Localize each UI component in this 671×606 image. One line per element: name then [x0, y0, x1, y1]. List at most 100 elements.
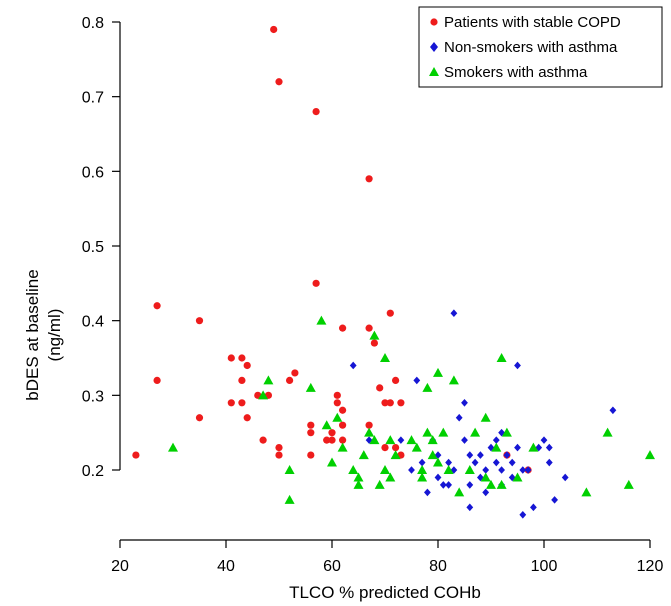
data-point-triangle — [332, 412, 343, 422]
data-point-diamond — [439, 481, 447, 489]
data-point-circle — [238, 399, 246, 407]
data-point-triangle — [602, 427, 613, 437]
data-point-triangle — [353, 479, 364, 489]
data-point-circle — [339, 436, 347, 444]
data-point-triangle — [353, 472, 364, 482]
data-point-circle — [333, 399, 341, 407]
data-point-circle — [275, 78, 283, 86]
data-point-triangle — [327, 457, 337, 467]
data-point-diamond — [551, 496, 558, 504]
data-point-triangle — [422, 382, 433, 392]
data-point-circle — [365, 175, 373, 183]
data-point-circle — [275, 451, 283, 459]
data-point-triangle — [528, 442, 539, 452]
data-point-triangle — [491, 442, 502, 452]
data-point-diamond — [514, 443, 521, 452]
data-point-triangle — [385, 435, 396, 445]
data-point-triangle — [433, 367, 443, 377]
data-point-circle — [328, 436, 336, 444]
data-point-triangle — [427, 450, 438, 460]
data-point-diamond — [519, 466, 527, 474]
data-point-diamond — [397, 436, 405, 444]
data-point-triangle — [369, 330, 380, 340]
y-tick-label: 0.5 — [82, 239, 104, 256]
data-point-diamond — [434, 473, 442, 482]
data-point-circle — [307, 421, 315, 429]
data-point-circle — [333, 391, 341, 399]
data-point-triangle — [258, 390, 269, 400]
legend-marker-circle-icon — [430, 18, 438, 26]
data-points — [132, 25, 655, 519]
data-point-diamond — [445, 458, 452, 467]
data-point-circle — [365, 421, 373, 429]
data-point-circle — [227, 354, 235, 362]
data-point-circle — [339, 406, 347, 414]
data-point-triangle — [406, 435, 417, 445]
data-point-diamond — [349, 361, 357, 370]
data-point-circle — [291, 369, 299, 377]
data-point-circle — [307, 451, 315, 459]
data-point-circle — [365, 324, 373, 332]
legend-item-nonsmokers: Non-smokers with asthma — [430, 39, 618, 56]
data-point-triangle — [417, 472, 428, 482]
data-point-diamond — [503, 451, 511, 459]
data-point-triangle — [358, 450, 369, 460]
data-point-triangle — [470, 427, 481, 437]
y-axis-title: bDES at baseline (ng/ml) — [23, 269, 64, 400]
data-point-circle — [227, 399, 235, 407]
data-point-circle — [238, 354, 246, 362]
data-point-diamond — [461, 436, 468, 444]
data-point-circle — [307, 429, 315, 437]
data-point-diamond — [492, 436, 500, 444]
legend-item-copd: Patients with stable COPD — [430, 14, 621, 31]
x-tick-label: 100 — [531, 558, 558, 575]
data-point-triangle — [305, 382, 316, 392]
data-point-diamond — [487, 443, 495, 452]
data-point-circle — [132, 451, 140, 459]
data-point-circle — [370, 339, 378, 347]
data-point-triangle — [433, 457, 443, 467]
data-point-triangle — [263, 375, 274, 385]
data-point-triangle — [438, 427, 449, 437]
data-point-circle — [397, 399, 405, 407]
x-tick-label: 40 — [217, 558, 235, 575]
data-point-triangle — [168, 442, 178, 452]
data-point-diamond — [434, 451, 442, 459]
legend-box — [418, 6, 663, 88]
data-point-diamond — [530, 503, 537, 512]
data-point-triangle — [464, 465, 475, 474]
data-point-diamond — [466, 451, 474, 459]
data-point-circle — [243, 361, 251, 370]
data-point-triangle — [645, 450, 655, 460]
data-point-triangle — [581, 487, 592, 497]
data-point-diamond — [545, 443, 553, 452]
data-point-circle — [195, 414, 204, 422]
data-point-circle — [195, 317, 204, 325]
data-point-triangle — [385, 472, 396, 482]
data-point-triangle — [374, 479, 385, 489]
data-point-diamond — [445, 481, 452, 489]
data-point-diamond — [519, 511, 527, 519]
data-point-diamond — [418, 458, 426, 467]
data-point-circle — [339, 421, 347, 429]
y-tick-label: 0.3 — [82, 388, 104, 405]
data-point-triangle — [321, 420, 332, 430]
data-point-diamond — [461, 399, 468, 407]
data-point-diamond — [471, 458, 479, 467]
data-point-triangle — [501, 427, 512, 437]
y-tick-label: 0.7 — [82, 90, 104, 107]
data-point-triangle — [623, 479, 634, 489]
data-point-triangle — [448, 375, 459, 385]
data-point-diamond — [514, 361, 521, 370]
data-point-circle — [238, 376, 246, 384]
x-axis-title: TLCO % predicted COHb — [289, 583, 481, 602]
data-point-circle — [339, 324, 347, 332]
data-point-triangle — [486, 479, 496, 489]
series-triangle — [168, 315, 655, 504]
data-point-triangle — [380, 465, 390, 474]
legend-label-smokers: Smokers with asthma — [444, 64, 588, 81]
data-point-circle — [386, 309, 394, 317]
data-point-diamond — [424, 488, 431, 497]
x-ticks: 20 40 60 80 100 120 — [111, 540, 663, 575]
